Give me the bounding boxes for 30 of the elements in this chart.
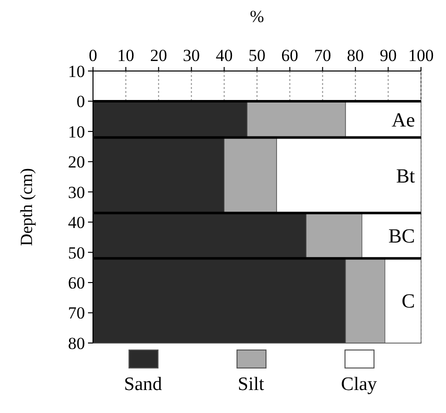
x-tick-label: 60	[281, 46, 298, 65]
y-tick-label: 60	[68, 274, 85, 293]
x-tick-label: 0	[88, 46, 98, 65]
y-tick-label: 80	[68, 334, 85, 353]
x-axis-title: %	[250, 7, 264, 26]
annotation: C	[402, 290, 415, 313]
y-tick-label: 40	[68, 213, 85, 232]
x-tick-label: 80	[346, 46, 364, 65]
x-tick-label: 20	[150, 46, 168, 65]
legend-label: Clay	[341, 374, 378, 395]
x-tick-label: 70	[314, 46, 332, 65]
annotation: Ae	[392, 109, 416, 132]
x-tick-label: 50	[248, 46, 266, 65]
annotation: Bt	[396, 165, 416, 188]
y-tick-label: 30	[68, 182, 85, 202]
x-tick-label: 10	[117, 46, 134, 65]
y-tick-label: 10	[68, 122, 85, 142]
y-axis-title: Depth (cm)	[17, 168, 36, 246]
legend-label: Silt	[238, 374, 265, 395]
x-tick-label: 100	[408, 46, 434, 65]
y-tick-label: 10	[68, 62, 85, 81]
y-tick-label: 50	[68, 243, 85, 262]
x-tick-label: 30	[182, 46, 200, 65]
y-tick-label: 70	[68, 304, 85, 323]
y-tick-label: 0	[76, 92, 85, 112]
annotation: BC	[388, 226, 415, 248]
x-tick-label: 90	[380, 46, 397, 65]
x-tick-label: 40	[216, 46, 233, 65]
y-tick-label: 20	[68, 152, 85, 172]
legend-label: Sand	[124, 374, 162, 395]
